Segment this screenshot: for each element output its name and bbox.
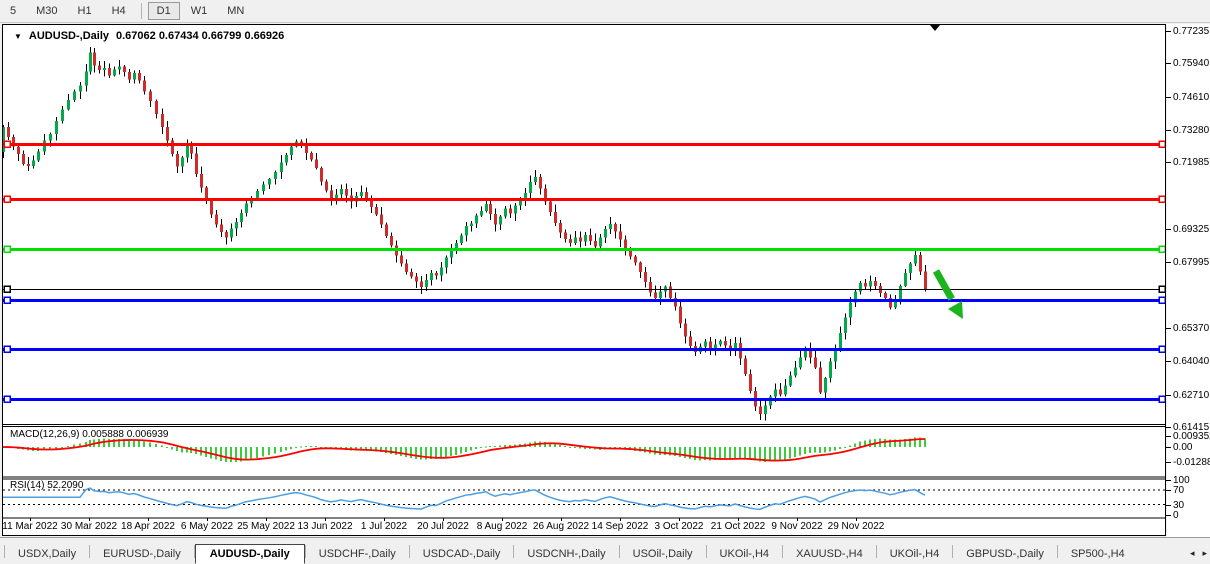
price-axis-label: 0.65370 [1173, 322, 1210, 334]
price-axis-label: 30 [1173, 499, 1185, 511]
tab-usdcnh-daily[interactable]: USDCNH-,Daily [527, 548, 606, 560]
x-axis-label: 8 Aug 2022 [476, 521, 528, 532]
tab-separator [705, 545, 707, 558]
trend-arrow-shaft[interactable] [932, 269, 955, 301]
price-axis: 0.77235 0.75940 0.74610 0.73280 0.71985 0.693… [1167, 24, 1210, 537]
toolbar-separator [140, 3, 142, 19]
price-axis-label: 0 [1173, 509, 1179, 521]
tab-separator [875, 545, 877, 558]
tab-separator [1056, 545, 1058, 558]
tab-audusd-daily[interactable]: AUDUSD-,Daily [194, 544, 305, 564]
x-axis-label: 21 Oct 2022 [710, 521, 766, 532]
tab-usdchf-daily[interactable]: USDCHF-,Daily [318, 548, 396, 560]
x-axis-label: 18 Apr 2022 [121, 521, 175, 532]
tabs-scroll-right-icon[interactable]: ▸ [1202, 548, 1207, 558]
tab-separator [89, 545, 91, 558]
x-axis-label: 3 Oct 2022 [654, 521, 704, 532]
tabs-scroll-left-icon[interactable]: ◂ [1189, 548, 1195, 558]
x-axis-label: 11 Mar 2022 [2, 521, 58, 532]
ohlc-values: 0.67062 0.67434 0.66799 0.66926 [116, 30, 285, 42]
price-axis-label: 0.67995 [1173, 256, 1210, 268]
price-axis-label: 0.00 [1173, 441, 1193, 453]
price-axis-label: 0.62710 [1173, 389, 1210, 401]
tab-scroll-buttons: ◂ ▸ [1190, 548, 1207, 559]
symbol-name: AUDUSD-,Daily [28, 30, 109, 42]
tab-eurusd-daily[interactable]: EURUSD-,Daily [103, 548, 181, 560]
timeframe-button-W1[interactable]: W1 [190, 5, 208, 17]
x-axis-label: 1 Jul 2022 [360, 521, 408, 532]
timeframe-button-MN[interactable]: MN [227, 5, 245, 17]
price-axis-label: 0.77235 [1173, 25, 1210, 37]
price-axis-label: 70 [1173, 484, 1185, 496]
tab-gbpusd-daily[interactable]: GBPUSD-,Daily [966, 548, 1044, 560]
timeframe-button-M30[interactable]: M30 [36, 5, 58, 17]
timeframe-button-D1[interactable]: D1 [147, 2, 180, 20]
price-axis-label: 0.69325 [1173, 223, 1210, 235]
rsi-indicator-label: RSI(14) 52.2090 [10, 480, 84, 491]
price-axis-label: 100 [1173, 474, 1190, 486]
tab-separator [513, 545, 515, 558]
price-axis-label: 0.73280 [1173, 124, 1210, 136]
price-axis-label: -0.01288 [1173, 456, 1210, 468]
pane-borders [2, 24, 1171, 536]
price-axis-label: 0.009352 [1173, 430, 1210, 442]
timeframe-button-H1[interactable]: H1 [77, 5, 92, 17]
price-axis-label: 0.71985 [1173, 156, 1210, 168]
tab-separator [408, 545, 410, 558]
timeframe-toolbar: 5 M30 H1 H4 D1 W1 MN [0, 0, 1210, 23]
tab-xauusd-h4[interactable]: XAUUSD-,H4 [796, 548, 863, 560]
price-level-lines[interactable] [3, 140, 1166, 403]
chart-title: ▼ AUDUSD-,Daily 0.67062 0.67434 0.66799 … [14, 30, 284, 42]
tab-usoil-daily[interactable]: USOil-,Daily [632, 548, 693, 560]
tab-ukoil-h4[interactable]: UKOil-,H4 [889, 548, 940, 560]
tab-separator [782, 545, 784, 558]
trend-arrow-down-icon[interactable] [948, 301, 963, 319]
tab-usdcad-daily[interactable]: USDCAD-,Daily [422, 548, 501, 560]
tab-usdx-daily[interactable]: USDX,Daily [18, 548, 77, 560]
x-axis-label: 30 Mar 2022 [60, 521, 118, 532]
price-axis-label: 0.64040 [1173, 355, 1210, 367]
price-axis-label: 0.61415 [1173, 421, 1210, 433]
tab-ukoil-h4[interactable]: UKOil-,H4 [719, 548, 770, 560]
x-axis-label: 9 Nov 2022 [771, 521, 823, 532]
x-axis-label: 26 Aug 2022 [532, 521, 590, 532]
tab-separator [193, 545, 195, 558]
x-axis-label: 13 Jun 2022 [297, 521, 353, 532]
symbol-tab-bar: USDX,Daily EURUSD-,Daily AUDUSD-,Daily USDC… [0, 537, 1210, 564]
tab-separator [952, 545, 954, 558]
tab-separator [4, 545, 5, 558]
macd-signal-line [2, 438, 926, 462]
tab-separator [304, 545, 306, 558]
x-axis-label: 20 Jul 2022 [417, 521, 469, 532]
x-axis-label: 14 Sep 2022 [591, 521, 649, 532]
macd-indicator-label: MACD(12,26,9) 0.005888 0.006939 [10, 429, 169, 440]
chart-shift-marker-icon[interactable] [930, 25, 940, 31]
candlestick-series [2, 47, 927, 421]
timeframe-button-H4[interactable]: H4 [111, 5, 126, 17]
price-axis-label: 0.75940 [1173, 57, 1210, 69]
timeframe-button-5[interactable]: 5 [10, 5, 17, 17]
x-axis-label: 25 May 2022 [237, 521, 295, 532]
x-axis-label: 29 Nov 2022 [827, 521, 885, 532]
tab-separator [618, 545, 620, 558]
tab-sp500-h4[interactable]: SP500-,H4 [1070, 548, 1125, 560]
symbol-dropdown-icon[interactable]: ▼ [14, 31, 22, 41]
rsi-line [3, 487, 926, 511]
price-axis-label: 0.74610 [1173, 91, 1210, 103]
macd-histogram [1, 437, 927, 463]
x-axis-label: 6 May 2022 [180, 521, 234, 532]
